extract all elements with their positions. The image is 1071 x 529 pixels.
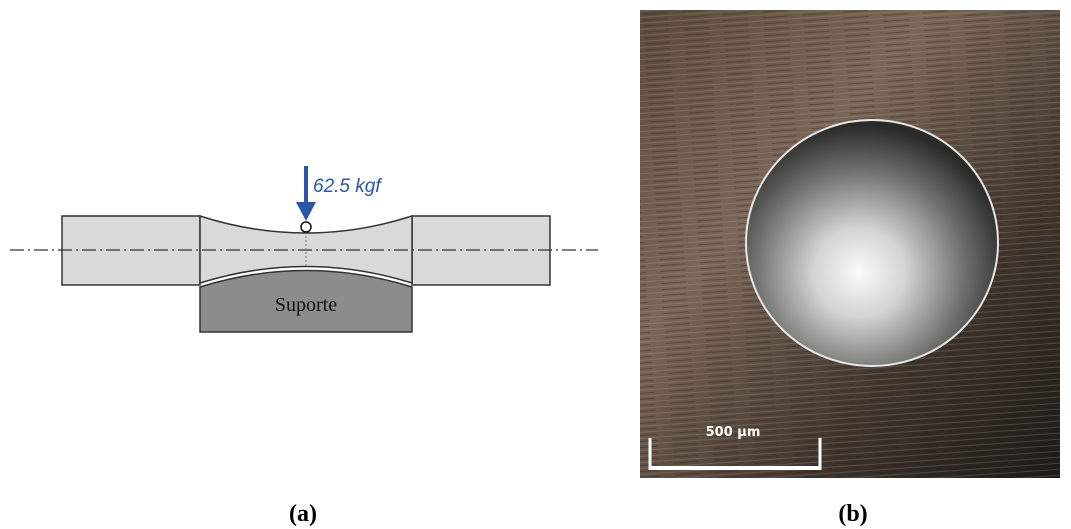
page: 62.5 kgf Suporte (a) 500 µm (b) (() => {… xyxy=(0,0,1071,529)
panel-a: 62.5 kgf Suporte (a) xyxy=(10,166,598,527)
indentation xyxy=(746,120,998,366)
caption-a: (a) xyxy=(289,501,317,527)
load-arrow-head xyxy=(296,202,316,221)
right-grip xyxy=(412,216,550,285)
caption-b: (b) xyxy=(838,501,867,527)
support-label: Suporte xyxy=(275,294,337,316)
panel-b: 500 µm (b) xyxy=(640,10,1060,527)
scale-bar-label: 500 µm xyxy=(706,425,761,440)
indenter-ball xyxy=(301,222,311,232)
load-label: 62.5 kgf xyxy=(313,176,382,197)
figure: 62.5 kgf Suporte (a) 500 µm (b) xyxy=(0,0,1071,529)
